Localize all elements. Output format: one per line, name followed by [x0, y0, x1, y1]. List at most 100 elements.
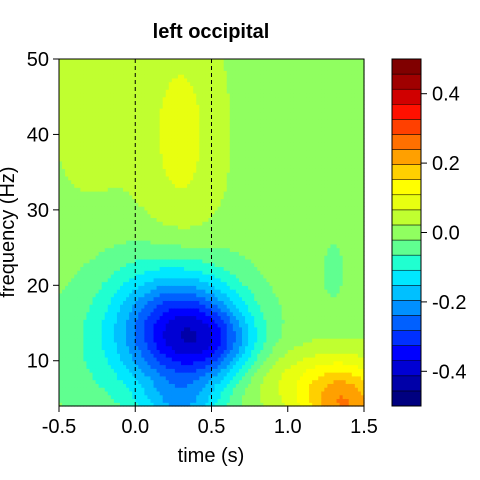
heatmap-cell — [153, 319, 158, 324]
heatmap-cell — [184, 209, 188, 215]
heatmap-cell — [196, 164, 200, 169]
heatmap-cell — [141, 398, 145, 403]
heatmap-cell — [95, 243, 100, 249]
heatmap-cell — [65, 141, 69, 147]
heatmap-cell — [150, 89, 155, 94]
heatmap-cell — [83, 168, 88, 173]
heatmap-cell — [159, 326, 164, 332]
heatmap-cell — [153, 179, 158, 185]
heatmap-cell — [220, 266, 225, 271]
heatmap-cell — [153, 224, 158, 230]
heatmap-cell — [202, 70, 206, 75]
heatmap-cell — [217, 304, 222, 309]
heatmap-cell — [162, 319, 167, 324]
heatmap-cell — [165, 175, 170, 181]
heatmap-cell — [220, 168, 225, 173]
heatmap-cell — [104, 153, 109, 158]
heatmap-cell — [89, 145, 94, 151]
heatmap-cell — [174, 270, 179, 275]
heatmap-cell — [120, 360, 124, 366]
heatmap-cell — [68, 77, 72, 83]
heatmap-cell — [132, 141, 136, 147]
heatmap-cell — [89, 77, 94, 83]
heatmap-cell — [190, 364, 194, 369]
heatmap-cell — [220, 273, 225, 279]
heatmap-cell — [95, 59, 100, 64]
heatmap-cell — [116, 206, 121, 211]
heatmap-cell — [59, 153, 63, 158]
heatmap-cell — [144, 138, 149, 143]
heatmap-cell — [89, 368, 94, 373]
heatmap-cell — [214, 341, 219, 347]
heatmap-cell — [74, 77, 78, 83]
heatmap-cell — [98, 62, 103, 68]
heatmap-cell — [120, 209, 124, 215]
heatmap-cell — [211, 281, 216, 286]
heatmap-cell — [129, 304, 133, 309]
heatmap-cell — [199, 270, 203, 275]
heatmap-cell — [156, 164, 161, 169]
heatmap-cell — [193, 149, 197, 154]
heatmap-cell — [199, 104, 203, 109]
heatmap-cell — [147, 292, 152, 298]
heatmap-cell — [123, 157, 127, 162]
heatmap-cell — [177, 126, 182, 132]
heatmap-cell — [150, 360, 155, 366]
heatmap-cell — [217, 96, 222, 102]
heatmap-cell — [113, 198, 118, 203]
heatmap-cell — [95, 89, 100, 94]
heatmap-cell — [202, 92, 206, 98]
heatmap-cell — [113, 179, 118, 185]
heatmap-cell — [71, 304, 75, 309]
heatmap-cell — [153, 70, 158, 75]
heatmap-cell — [132, 100, 136, 105]
heatmap-cell — [135, 402, 139, 407]
heatmap-cell — [92, 138, 97, 143]
heatmap-cell — [205, 353, 210, 358]
heatmap-cell — [83, 138, 88, 143]
heatmap-cell — [202, 96, 206, 102]
heatmap-cell — [196, 349, 200, 354]
heatmap-cell — [62, 330, 66, 335]
heatmap-cell — [80, 243, 84, 249]
heatmap-cell — [223, 334, 228, 339]
heatmap-cell — [126, 89, 130, 94]
heatmap-cell — [71, 157, 75, 162]
heatmap-cell — [107, 115, 112, 120]
heatmap-cell — [123, 70, 127, 75]
heatmap-cell — [126, 315, 130, 320]
heatmap-cell — [202, 353, 206, 358]
heatmap-cell — [68, 338, 72, 343]
heatmap-cell — [98, 108, 103, 113]
heatmap-cell — [62, 160, 66, 166]
heatmap-cell — [101, 175, 106, 181]
heatmap-cell — [80, 262, 84, 268]
heatmap-cell — [208, 157, 213, 162]
heatmap-cell — [184, 330, 188, 335]
heatmap-cell — [208, 123, 213, 128]
heatmap-cell — [211, 194, 216, 200]
heatmap-cell — [129, 172, 133, 177]
heatmap-cell — [174, 398, 179, 403]
heatmap-cell — [68, 251, 72, 256]
heatmap-cell — [123, 292, 127, 298]
heatmap-cell — [190, 232, 194, 237]
heatmap-cell — [159, 236, 164, 241]
heatmap-cell — [202, 74, 206, 79]
heatmap-cell — [101, 217, 106, 222]
heatmap-cell — [123, 194, 127, 200]
heatmap-cell — [123, 228, 127, 234]
heatmap-cell — [71, 383, 75, 388]
heatmap-cell — [83, 247, 88, 252]
heatmap-cell — [135, 228, 139, 234]
heatmap-cell — [205, 258, 210, 264]
heatmap-cell — [80, 115, 84, 120]
heatmap-cell — [101, 206, 106, 211]
heatmap-cell — [217, 74, 222, 79]
heatmap-cell — [120, 383, 124, 388]
heatmap-cell — [132, 334, 136, 339]
heatmap-cell — [168, 262, 173, 268]
heatmap-cell — [181, 217, 185, 222]
heatmap-cell — [107, 104, 112, 109]
heatmap-cell — [168, 292, 173, 298]
